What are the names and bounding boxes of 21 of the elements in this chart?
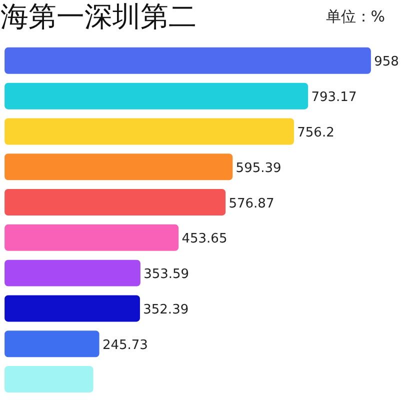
chart-subtitle: 单位：% xyxy=(326,7,386,26)
data-label: 793.17 xyxy=(311,90,357,106)
bar xyxy=(4,82,308,110)
bar xyxy=(4,366,94,393)
bar xyxy=(4,224,179,251)
data-label: 576.87 xyxy=(228,196,274,212)
bar xyxy=(4,47,371,74)
data-label: 353.59 xyxy=(144,267,190,282)
data-label: 958 xyxy=(374,54,399,70)
bar xyxy=(4,295,140,322)
chart-title: 海第一深圳第二 xyxy=(0,0,196,33)
bar xyxy=(4,189,226,216)
data-label: 352.39 xyxy=(143,302,189,318)
data-label: 245.73 xyxy=(102,338,148,353)
data-label: 756.2 xyxy=(297,125,334,140)
data-label: 595.39 xyxy=(236,160,282,176)
bar xyxy=(4,330,100,358)
bar xyxy=(4,154,233,180)
bar xyxy=(4,260,140,286)
bar xyxy=(4,118,294,145)
data-label: 453.65 xyxy=(182,232,228,247)
